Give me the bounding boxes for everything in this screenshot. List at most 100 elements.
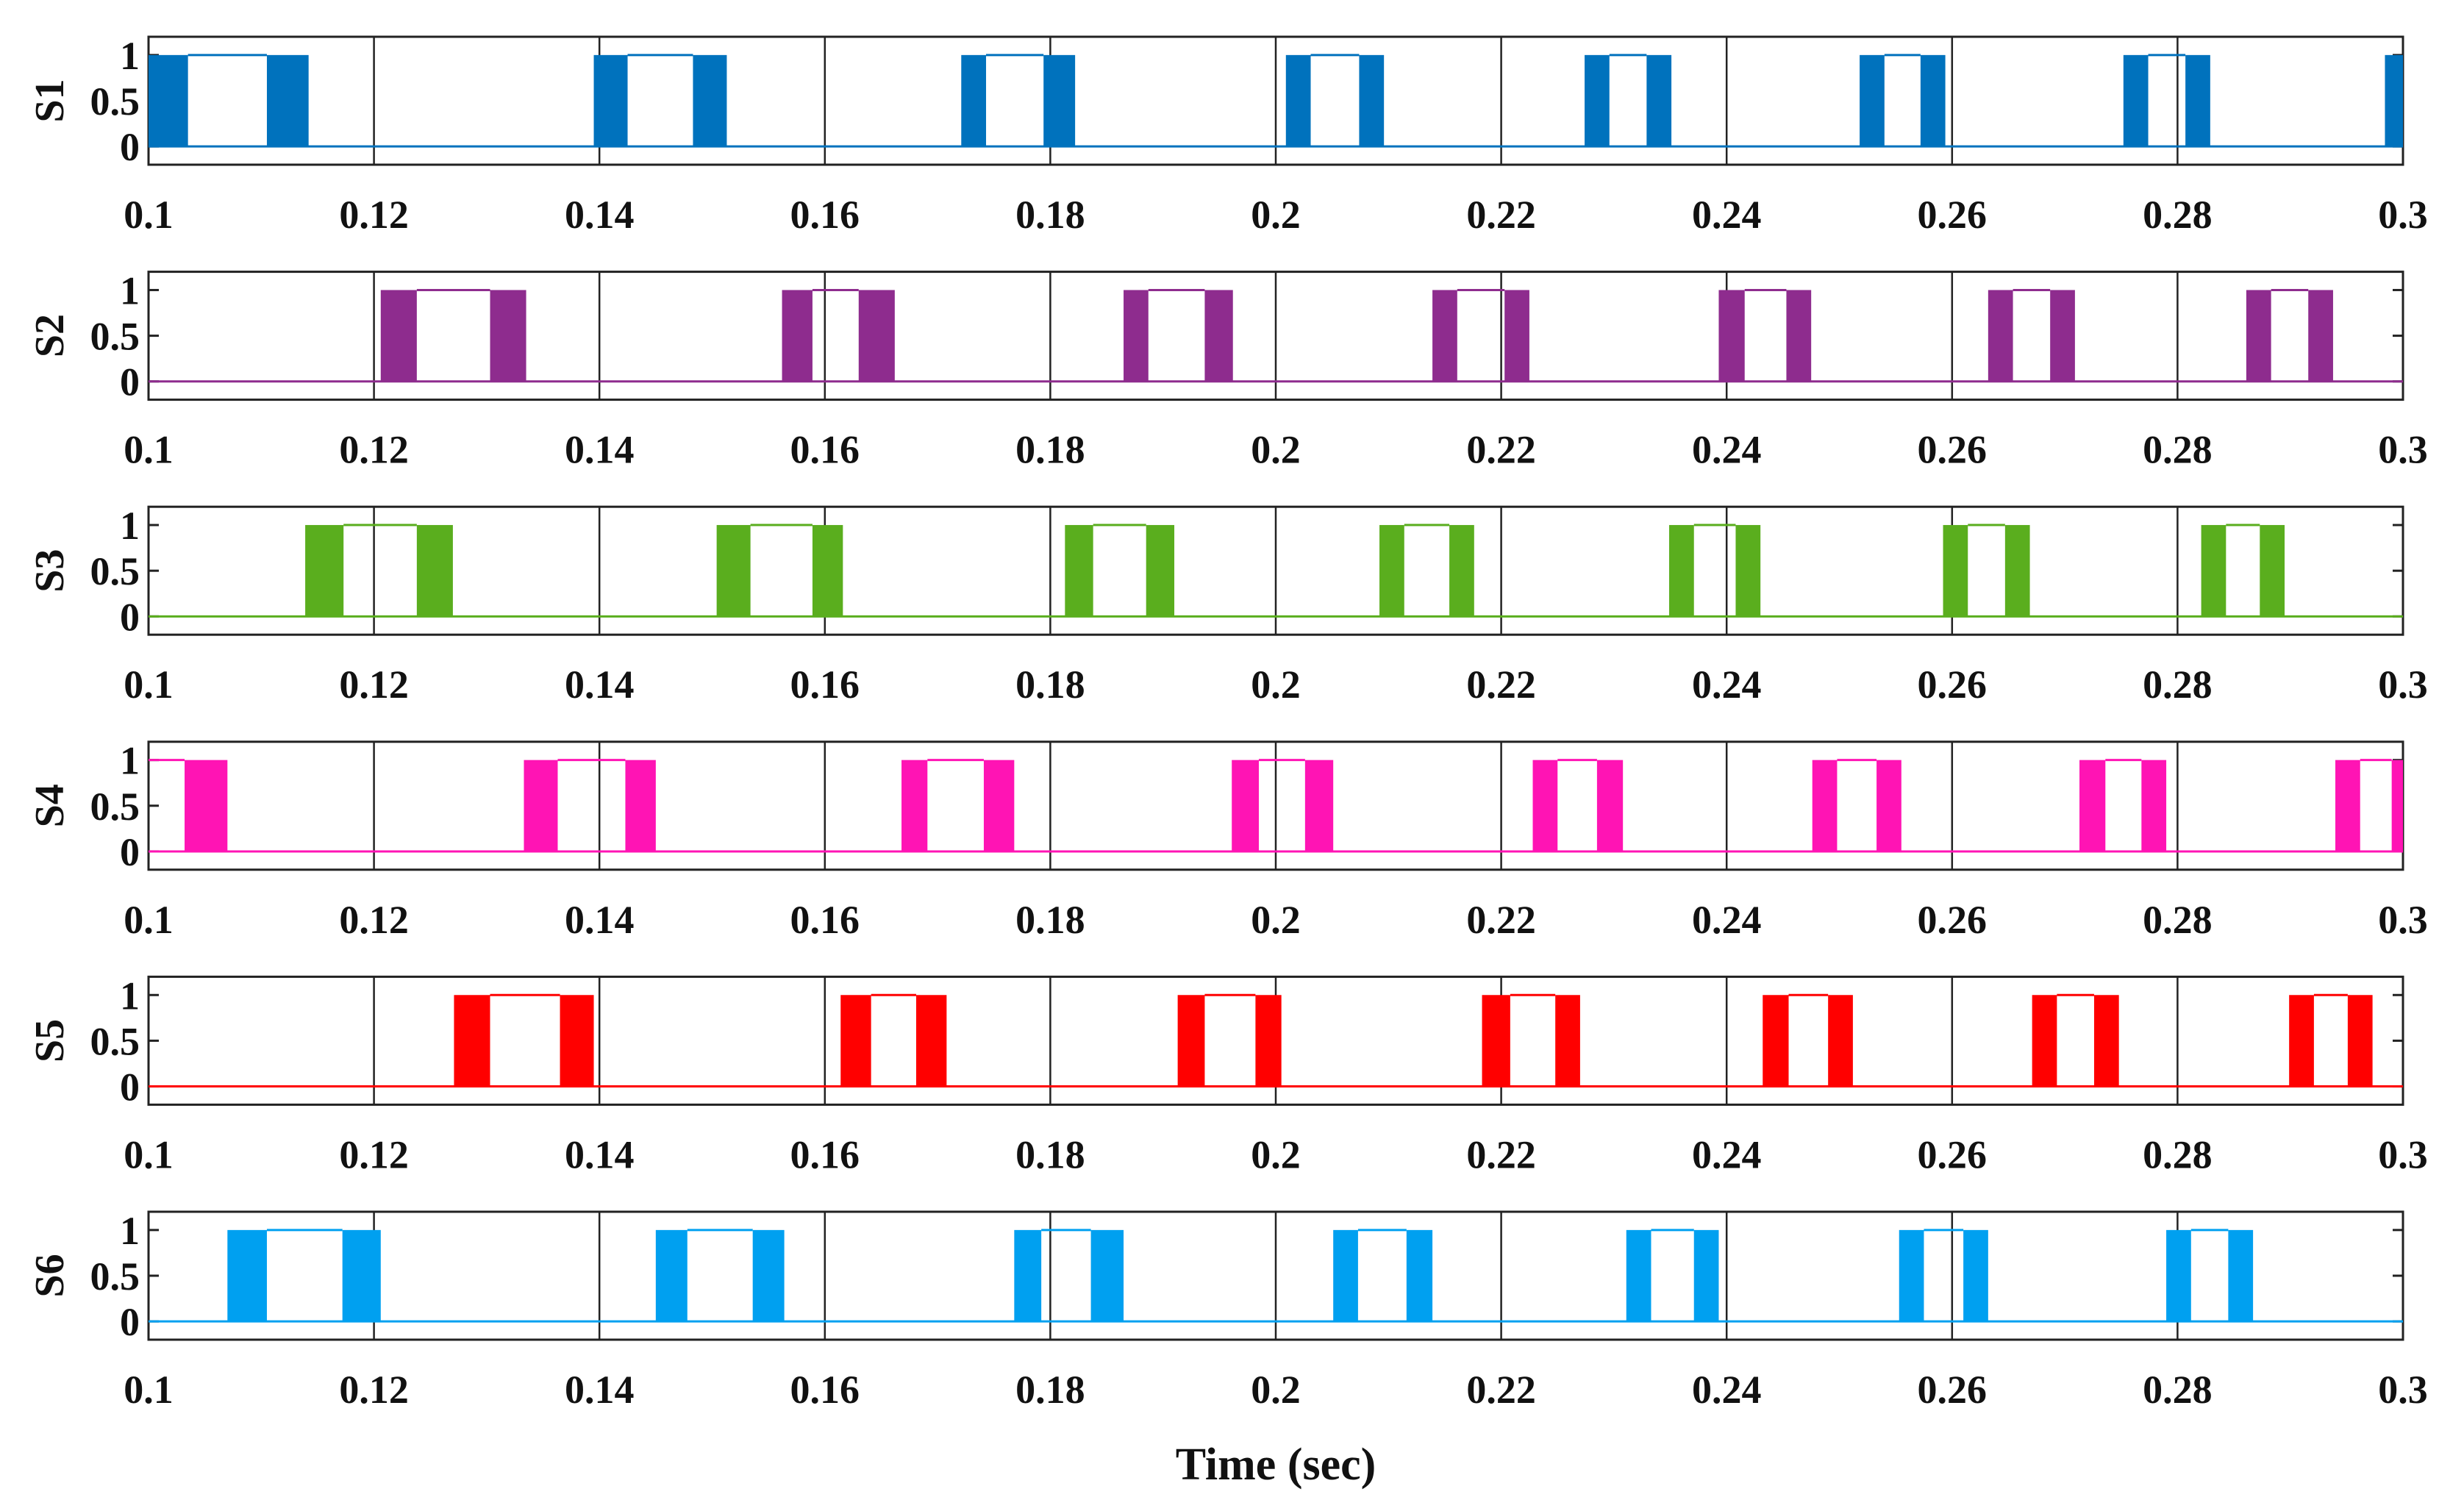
- x-tick-label: 0.18: [1015, 193, 1085, 237]
- x-tick-label: 0.1: [124, 428, 174, 472]
- pwm-band: [1304, 760, 1334, 851]
- x-tick-label: 0.24: [1692, 193, 1762, 237]
- pwm-band: [812, 525, 843, 617]
- pwm-band: [593, 54, 628, 147]
- pwm-band: [1406, 1229, 1433, 1322]
- pwm-band: [342, 1229, 381, 1322]
- pwm-band: [2385, 54, 2403, 147]
- pwm-band: [2050, 290, 2075, 382]
- pwm-band: [490, 290, 526, 382]
- pwm-band: [1943, 525, 1968, 617]
- x-tick-label: 0.2: [1251, 662, 1301, 707]
- x-tick-label: 0.18: [1015, 662, 1085, 707]
- pwm-band: [1504, 290, 1529, 382]
- x-tick-label: 0.26: [1918, 428, 1988, 472]
- y-tick-label: 0.5: [90, 315, 140, 359]
- pwm-band: [454, 995, 490, 1087]
- x-tick-label: 0.12: [339, 898, 409, 942]
- x-tick-label: 0.16: [790, 193, 860, 237]
- pwm-band: [1555, 995, 1580, 1087]
- pwm-band: [2141, 760, 2167, 851]
- pwm-band: [380, 290, 417, 382]
- y-tick-label: 0.5: [90, 785, 140, 829]
- x-tick-label: 0.12: [339, 193, 409, 237]
- pwm-band: [1876, 760, 1901, 851]
- x-tick-label: 0.2: [1251, 193, 1301, 237]
- pwm-band: [1828, 995, 1853, 1087]
- x-tick-label: 0.12: [339, 1132, 409, 1176]
- x-tick-label: 0.1: [124, 193, 174, 237]
- pwm-band: [2166, 1229, 2191, 1322]
- x-tick-label: 0.3: [2378, 662, 2428, 707]
- x-tick-label: 0.16: [790, 1368, 860, 1412]
- x-tick-label: 0.16: [790, 662, 860, 707]
- pwm-band: [1014, 1229, 1042, 1322]
- x-tick-label: 0.18: [1015, 428, 1085, 472]
- x-tick-label: 0.28: [2143, 1132, 2213, 1176]
- pwm-band: [1988, 290, 2013, 382]
- pwm-band: [1146, 525, 1175, 617]
- pwm-band: [185, 760, 228, 851]
- x-tick-label: 0.22: [1466, 662, 1536, 707]
- pwm-band: [2079, 760, 2106, 851]
- pwm-band: [149, 54, 188, 147]
- pwm-band: [227, 1229, 267, 1322]
- pwm-band: [1204, 290, 1233, 382]
- x-tick-label: 0.3: [2378, 1132, 2428, 1176]
- pwm-band: [1693, 1229, 1719, 1322]
- subplot-s1: 0.1 0.12 0.14 0.16 0.18 0.2 0.22 0.24 0.26 0.28 0.…: [27, 34, 2428, 237]
- pwm-band: [2032, 995, 2057, 1087]
- y-tick-label: 0.5: [90, 549, 140, 593]
- x-tick-label: 0.22: [1466, 1368, 1536, 1412]
- pwm-band: [1763, 995, 1789, 1087]
- pwm-band: [625, 760, 656, 851]
- x-tick-label: 0.3: [2378, 193, 2428, 237]
- x-tick-label: 0.14: [565, 1132, 635, 1176]
- pwm-band: [2308, 290, 2333, 382]
- pwm-band: [1449, 525, 1474, 617]
- pwm-band: [840, 995, 871, 1087]
- pwm-band: [1963, 1229, 1988, 1322]
- y-tick-label: 1: [120, 268, 140, 312]
- x-tick-label: 0.24: [1692, 428, 1762, 472]
- pwm-band: [1669, 525, 1694, 617]
- pwm-band: [1596, 760, 1624, 851]
- x-tick-label: 0.14: [565, 898, 635, 942]
- pwm-band: [2228, 1229, 2254, 1322]
- x-tick-label: 0.22: [1466, 898, 1536, 942]
- pwm-band: [1232, 760, 1260, 851]
- pwm-band: [716, 525, 751, 617]
- pwm-band: [305, 525, 344, 617]
- pwm-band: [1532, 760, 1558, 851]
- pwm-band: [1482, 995, 1510, 1087]
- pwm-band: [1255, 995, 1282, 1087]
- x-tick-label: 0.26: [1918, 193, 1988, 237]
- pwm-band: [1646, 54, 1672, 147]
- x-tick-label: 0.16: [790, 1132, 860, 1176]
- x-tick-label: 0.12: [339, 1368, 409, 1412]
- x-tick-label: 0.3: [2378, 1368, 2428, 1412]
- x-tick-label: 0.28: [2143, 193, 2213, 237]
- y-tick-label: 1: [120, 504, 140, 548]
- x-tick-label: 0.2: [1251, 428, 1301, 472]
- pwm-band: [2347, 995, 2373, 1087]
- pwm-band: [1379, 525, 1404, 617]
- pwm-band: [1333, 1229, 1358, 1322]
- x-tick-label: 0.24: [1692, 1132, 1762, 1176]
- pwm-band: [961, 54, 987, 147]
- pwm-band: [2289, 995, 2314, 1087]
- x-tick-label: 0.22: [1466, 428, 1536, 472]
- x-tick-label: 0.18: [1015, 1368, 1085, 1412]
- pwm-band: [2391, 760, 2403, 851]
- y-axis-label: S1: [27, 79, 73, 122]
- y-tick-label: 0.5: [90, 1019, 140, 1063]
- x-tick-label: 0.28: [2143, 428, 2213, 472]
- pwm-band: [416, 525, 453, 617]
- y-tick-label: 0: [120, 1065, 140, 1110]
- pwm-band: [2246, 290, 2271, 382]
- subplot-s6: 0.1 0.12 0.14 0.16 0.18 0.2 0.22 0.24 0.26 0.28 0.…: [27, 1209, 2428, 1412]
- y-tick-label: 0: [120, 595, 140, 639]
- x-tick-label: 0.24: [1692, 1368, 1762, 1412]
- x-tick-label: 0.1: [124, 898, 174, 942]
